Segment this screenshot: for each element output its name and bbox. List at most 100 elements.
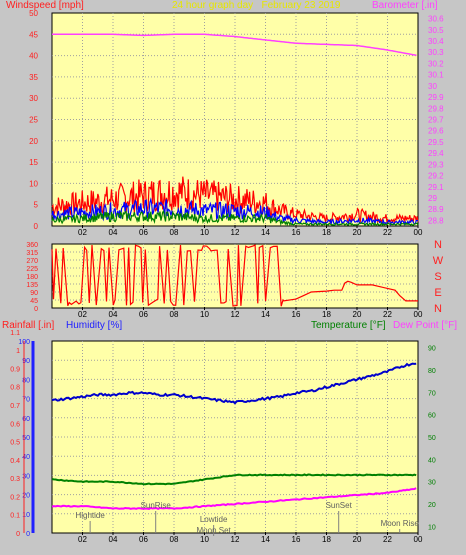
barometer-tick-label: 30 — [428, 82, 437, 91]
barometer-tick-label: 30.3 — [428, 48, 444, 57]
temperature-tick-label: 20 — [428, 502, 436, 509]
direction-x-tick-label: 22 — [383, 310, 392, 319]
windspeed-tick-label: 50 — [29, 9, 38, 18]
direction-tick-label: 0 — [34, 306, 38, 313]
humidity-tick-label: 20 — [22, 493, 30, 500]
humidity-tick-label: 50 — [22, 435, 30, 442]
annotation-label: Moon Set — [197, 526, 232, 535]
windspeed-tick-label: 10 — [29, 179, 38, 188]
direction-tick-label: 315 — [26, 250, 38, 257]
rainfall-tick-label: 1 — [16, 348, 20, 355]
dewpoint-axis-title: Dew Point [°F] — [393, 320, 458, 331]
direction-x-tick-label: 10 — [200, 310, 209, 319]
windspeed-x-tick-label: 08 — [170, 228, 179, 237]
windspeed-x-tick-label: 18 — [322, 228, 331, 237]
windspeed-axis-title: Windspeed [mph] — [6, 0, 84, 11]
annotation-label: SunSet — [326, 501, 353, 510]
temperature-tick-label: 10 — [428, 524, 436, 531]
windspeed-gust-line — [51, 176, 419, 225]
temperature-tick-label: 50 — [428, 435, 436, 442]
barometer-axis-title: Barometer [.in] — [372, 0, 438, 11]
direction-tick-label: 360 — [26, 242, 38, 249]
barometer-tick-label: 29.4 — [428, 149, 444, 158]
barometer-tick-label: 29.7 — [428, 116, 444, 125]
direction-tick-label: 180 — [26, 274, 38, 281]
barometer-tick-label: 29.2 — [428, 172, 444, 181]
windspeed-tick-label: 15 — [29, 158, 38, 167]
humidity-x-tick-label: 08 — [170, 535, 179, 544]
panel3-header: Rainfall [.in] Humidity [%] Temperature … — [0, 320, 466, 334]
humidity-x-tick-label: 12 — [231, 535, 240, 544]
windspeed-tick-label: 35 — [29, 73, 38, 82]
compass-label: E — [434, 287, 441, 299]
header-bar: Windspeed [mph] 24 hour graph day Februa… — [0, 0, 466, 13]
barometer-line — [52, 33, 417, 57]
temperature-tick-label: 60 — [428, 413, 436, 420]
humidity-x-tick-label: 00 — [414, 535, 423, 544]
rainfall-axis-title: Rainfall [.in] — [2, 320, 55, 331]
rainfall-tick-label: 0.2 — [10, 494, 20, 501]
humidity-x-tick-label: 04 — [109, 535, 118, 544]
barometer-tick-label: 29.6 — [428, 127, 444, 136]
humidity-x-tick-label: 18 — [322, 535, 331, 544]
direction-x-tick-label: 14 — [261, 310, 270, 319]
annotation-label: Hightide — [75, 511, 105, 520]
windspeed-x-tick-label: 10 — [200, 228, 209, 237]
barometer-tick-label: 30.4 — [428, 37, 444, 46]
direction-x-tick-label: 20 — [353, 310, 362, 319]
direction-tick-label: 270 — [26, 258, 38, 265]
humidity-x-tick-label: 02 — [78, 535, 87, 544]
wind-direction-line — [51, 244, 418, 307]
direction-x-tick-label: 16 — [292, 310, 301, 319]
windspeed-tick-label: 5 — [34, 201, 39, 210]
windspeed-tick-label: 0 — [34, 222, 39, 231]
humidity-axis-title: Humidity [%] — [66, 320, 123, 331]
direction-x-tick-label: 08 — [170, 310, 179, 319]
windspeed-x-tick-label: 14 — [261, 228, 270, 237]
rainfall-tick-label: 0.1 — [10, 513, 20, 520]
windspeed-tick-label: 20 — [29, 137, 38, 146]
humidity-line — [51, 362, 417, 405]
direction-tick-label: 225 — [26, 266, 38, 273]
humidity-x-tick-label: 14 — [261, 535, 270, 544]
direction-x-tick-label: 06 — [139, 310, 148, 319]
humidity-tick-label: 70 — [22, 397, 30, 404]
barometer-tick-label: 29.3 — [428, 160, 444, 169]
temperature-tick-label: 30 — [428, 480, 436, 487]
humidity-tick-label: 80 — [22, 377, 30, 384]
graph-title: 24 hour graph day February 23 2019 — [172, 0, 341, 11]
humidity-x-tick-label: 20 — [353, 535, 362, 544]
direction-tick-label: 45 — [30, 298, 38, 305]
direction-tick-label: 90 — [30, 290, 38, 297]
compass-label: N — [434, 303, 442, 315]
temperature-axis-title: Temperature [°F] — [311, 320, 386, 331]
barometer-tick-label: 28.9 — [428, 205, 444, 214]
humidity-tick-label: 60 — [22, 416, 30, 423]
direction-x-tick-label: 00 — [414, 310, 423, 319]
humidity-x-tick-label: 22 — [383, 535, 392, 544]
barometer-tick-label: 29.9 — [428, 93, 444, 102]
annotation-label: Lowtide — [200, 515, 228, 524]
windspeed-x-tick-label: 04 — [109, 228, 118, 237]
windspeed-x-tick-label: 12 — [231, 228, 240, 237]
direction-x-tick-label: 02 — [78, 310, 87, 319]
barometer-tick-label: 28.8 — [428, 216, 444, 225]
barometer-tick-label: 29.1 — [428, 183, 444, 192]
rainfall-tick-label: 0.4 — [10, 458, 20, 465]
barometer-tick-label: 29.8 — [428, 104, 444, 113]
windspeed-x-tick-label: 20 — [353, 228, 362, 237]
rainfall-tick-label: 0.8 — [10, 385, 20, 392]
windspeed-tick-label: 25 — [29, 116, 38, 125]
temperature-tick-label: 40 — [428, 457, 436, 464]
windspeed-low-line — [51, 210, 419, 227]
barometer-tick-label: 29 — [428, 194, 437, 203]
windspeed-tick-label: 30 — [29, 94, 38, 103]
direction-x-tick-label: 18 — [322, 310, 331, 319]
rainfall-tick-label: 0.6 — [10, 421, 20, 428]
humidity-tick-label: 90 — [22, 358, 30, 365]
compass-label: N — [434, 239, 442, 251]
humidity-x-tick-label: 16 — [292, 535, 301, 544]
rainfall-tick-label: 0 — [16, 531, 20, 538]
dewpoint-line — [51, 487, 417, 511]
